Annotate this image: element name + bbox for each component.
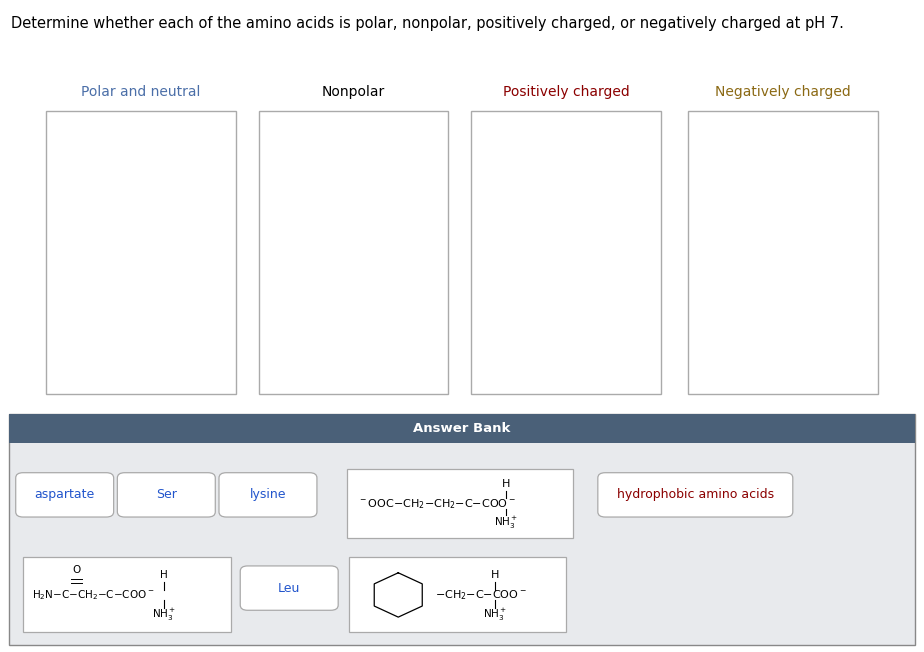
Text: Positively charged: Positively charged [503, 85, 629, 99]
FancyBboxPatch shape [240, 566, 338, 610]
FancyBboxPatch shape [219, 473, 317, 517]
Text: O: O [73, 565, 80, 575]
Text: Leu: Leu [278, 582, 300, 595]
FancyBboxPatch shape [598, 473, 793, 517]
FancyBboxPatch shape [117, 473, 215, 517]
FancyBboxPatch shape [9, 414, 915, 443]
Text: Determine whether each of the amino acids is polar, nonpolar, positively charged: Determine whether each of the amino acid… [11, 16, 844, 31]
Text: H: H [502, 479, 511, 489]
FancyBboxPatch shape [16, 473, 114, 517]
Text: Negatively charged: Negatively charged [715, 85, 851, 99]
Text: NH$_3^+$: NH$_3^+$ [152, 606, 176, 623]
Text: H: H [491, 570, 500, 580]
Text: NH$_3^+$: NH$_3^+$ [483, 606, 507, 623]
Text: Ser: Ser [156, 488, 176, 501]
Text: NH$_3^+$: NH$_3^+$ [494, 515, 518, 531]
FancyBboxPatch shape [471, 111, 661, 394]
Text: lysine: lysine [249, 488, 286, 501]
FancyBboxPatch shape [46, 111, 236, 394]
Text: Nonpolar: Nonpolar [322, 85, 385, 99]
FancyBboxPatch shape [346, 469, 573, 538]
FancyBboxPatch shape [349, 557, 566, 632]
Text: Polar and neutral: Polar and neutral [81, 85, 201, 99]
Text: $-$CH$_2$$-$C$-$COO$^-$: $-$CH$_2$$-$C$-$COO$^-$ [435, 588, 527, 602]
Text: $^-$OOC$-$CH$_2$$-$CH$_2$$-$C$-$COO$^-$: $^-$OOC$-$CH$_2$$-$CH$_2$$-$C$-$COO$^-$ [358, 497, 516, 511]
FancyBboxPatch shape [259, 111, 448, 394]
Text: Answer Bank: Answer Bank [413, 422, 511, 435]
FancyBboxPatch shape [688, 111, 878, 394]
Text: aspartate: aspartate [34, 488, 95, 501]
Text: hydrophobic amino acids: hydrophobic amino acids [616, 488, 774, 501]
Text: H: H [160, 570, 167, 580]
Text: H$_2$N$-$C$-$CH$_2$$-$C$-$COO$^-$: H$_2$N$-$C$-$CH$_2$$-$C$-$COO$^-$ [32, 588, 154, 602]
FancyBboxPatch shape [9, 414, 915, 645]
FancyBboxPatch shape [23, 557, 231, 632]
